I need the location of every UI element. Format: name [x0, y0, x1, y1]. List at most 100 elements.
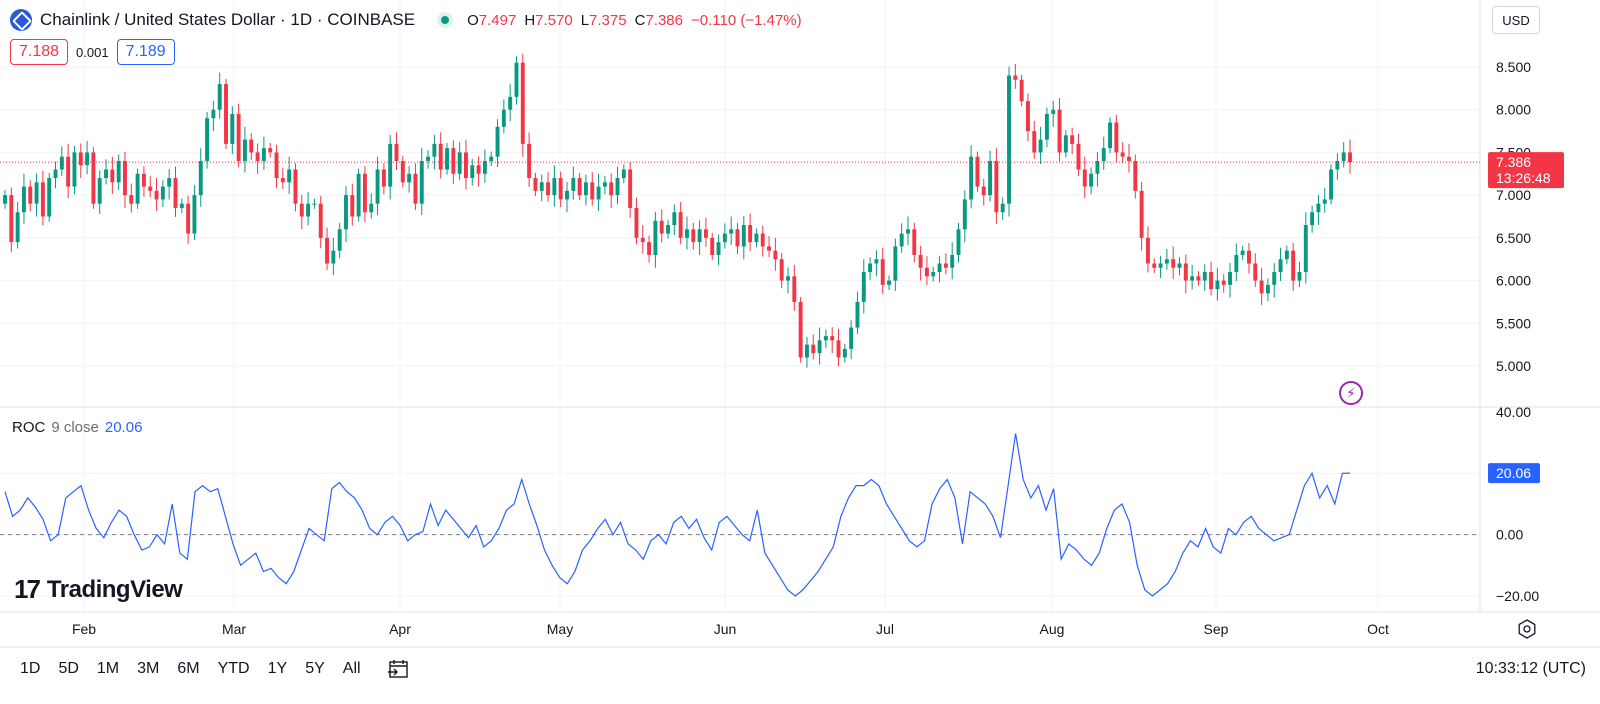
- tradingview-logo[interactable]: 17 TradingView: [14, 574, 183, 605]
- lightning-icon[interactable]: ⚡: [1339, 381, 1363, 405]
- roc-legend[interactable]: ROC 9 close 20.06: [12, 419, 142, 436]
- candle-body: [577, 178, 582, 196]
- settings-gear-icon[interactable]: [1517, 619, 1537, 639]
- candle-body: [249, 139, 254, 153]
- candle-body: [66, 156, 71, 187]
- candle-body: [1158, 263, 1163, 268]
- candle-body: [754, 233, 759, 243]
- candle-body: [426, 156, 431, 161]
- candle-body: [1095, 160, 1100, 174]
- market-status-icon[interactable]: [437, 12, 454, 28]
- candle-body: [1032, 131, 1037, 153]
- candle-body: [407, 173, 412, 183]
- candle-body: [1221, 280, 1226, 285]
- candle-body: [1076, 143, 1081, 170]
- sell-price-button[interactable]: 7.188: [10, 39, 69, 65]
- candle-body: [337, 229, 342, 251]
- range-1m-button[interactable]: 1M: [96, 660, 120, 677]
- brand-name: TradingView: [46, 575, 183, 603]
- candle-body: [1007, 75, 1011, 204]
- candle-body: [609, 182, 614, 196]
- range-1d-button[interactable]: 1D: [20, 660, 41, 677]
- candle-body: [583, 182, 588, 196]
- candle-body: [1026, 101, 1030, 132]
- candle-body: [1209, 272, 1214, 290]
- candle-body: [1089, 173, 1094, 187]
- candles: [3, 53, 1352, 368]
- candle-body: [1316, 203, 1321, 213]
- candle-body: [1044, 113, 1049, 140]
- candle-body: [1297, 272, 1302, 281]
- candle-body: [962, 199, 967, 230]
- candle-body: [91, 152, 96, 204]
- currency-select[interactable]: USD: [1492, 6, 1540, 34]
- trade-buttons: 7.188 0.001 7.189: [10, 39, 175, 65]
- range-all-button[interactable]: All: [342, 660, 361, 677]
- candle-body: [685, 229, 689, 238]
- ohlc-label: O: [467, 11, 479, 29]
- candle-body: [350, 195, 355, 217]
- candle-body: [792, 276, 797, 302]
- candle-body: [893, 246, 898, 281]
- range-3m-button[interactable]: 3M: [137, 660, 160, 677]
- candle-body: [1133, 160, 1138, 191]
- candle-body: [678, 212, 683, 238]
- candle-body: [710, 237, 715, 255]
- candle-body: [647, 242, 652, 255]
- candle-body: [741, 225, 746, 247]
- candle-body: [786, 276, 790, 281]
- ohlc-label: C: [634, 11, 646, 29]
- candle-body: [546, 182, 551, 196]
- roc-value-badge: [1488, 463, 1540, 484]
- candle-body: [160, 186, 165, 200]
- candle-body: [621, 169, 626, 179]
- roc-tick-label: −20.00: [1496, 588, 1539, 604]
- candle-body: [1145, 237, 1150, 264]
- range-5d-button[interactable]: 5D: [58, 660, 79, 677]
- ohlc-value: 7.375: [589, 11, 627, 29]
- candle-body: [123, 160, 127, 196]
- candle-body: [1202, 272, 1207, 281]
- candle-body: [261, 148, 266, 161]
- candle-body: [369, 203, 374, 213]
- utc-clock[interactable]: 10:33:12 (UTC): [1475, 660, 1586, 677]
- candle-body: [508, 96, 513, 110]
- candle-body: [1120, 152, 1125, 157]
- candle-body: [476, 165, 481, 174]
- roc-value: 20.06: [104, 419, 143, 436]
- candle-body: [1051, 109, 1056, 114]
- range-5y-button[interactable]: 5Y: [305, 660, 325, 677]
- range-1y-button[interactable]: 1Y: [267, 660, 288, 677]
- symbol-title[interactable]: Chainlink / United States Dollar · 1D · …: [40, 10, 416, 29]
- candle-body: [849, 327, 854, 349]
- price-tick-label: 8.500: [1496, 59, 1531, 75]
- buy-price-button[interactable]: 7.189: [116, 39, 175, 65]
- candle-body: [899, 233, 904, 247]
- candle-body: [413, 173, 418, 204]
- candle-body: [287, 169, 292, 183]
- candle-body: [836, 340, 841, 358]
- candle-body: [445, 148, 449, 170]
- candle-body: [1303, 225, 1308, 273]
- candle-body: [344, 195, 348, 230]
- candle-body: [811, 344, 816, 354]
- candle-body: [804, 344, 809, 358]
- candle-body: [817, 340, 822, 354]
- candle-body: [653, 220, 658, 255]
- candle-body: [85, 152, 90, 166]
- range-ytd-button[interactable]: YTD: [217, 660, 250, 677]
- candle-body: [1057, 109, 1062, 153]
- candle-body: [464, 152, 468, 179]
- candle-body: [1190, 276, 1195, 281]
- candle-body: [1108, 122, 1113, 149]
- go-to-date-calendar-icon[interactable]: [387, 659, 409, 679]
- last-price-badge: [1488, 152, 1564, 189]
- candle-body: [501, 109, 506, 127]
- candle-body: [716, 242, 721, 255]
- candle-body: [110, 169, 115, 183]
- time-tick-label: Oct: [1367, 621, 1389, 637]
- candle-body: [482, 160, 487, 174]
- candle-body: [1240, 250, 1245, 255]
- range-6m-button[interactable]: 6M: [177, 660, 200, 677]
